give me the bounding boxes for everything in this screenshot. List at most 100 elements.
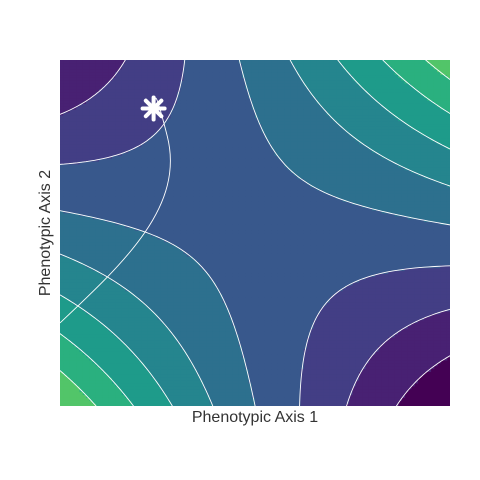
plot-area — [60, 60, 450, 406]
contour-band-cell — [73, 333, 77, 338]
contour-band-cell — [95, 394, 100, 398]
contour-band-cell — [99, 224, 103, 228]
contour-band-cell — [89, 158, 94, 162]
contour-band-cell — [121, 287, 126, 292]
contour-band-cell — [82, 261, 87, 266]
contour-band-cell — [66, 100, 71, 104]
contour-band-cell — [92, 385, 97, 390]
contour-band-cell — [63, 351, 68, 355]
contour-band-cell — [108, 313, 113, 318]
contour-band-cell — [95, 100, 100, 104]
contour-band-cell — [79, 290, 84, 295]
contour-band-cell — [121, 328, 126, 332]
contour-band-cell — [112, 97, 116, 101]
contour-band-cell — [99, 106, 103, 110]
contour-band-cell — [112, 207, 116, 211]
contour-band-cell — [118, 192, 123, 197]
contour-band-cell — [92, 132, 97, 136]
contour-band-cell — [121, 276, 126, 280]
contour-band-cell — [82, 276, 87, 280]
contour-band-cell — [89, 264, 94, 269]
contour-band-cell — [63, 319, 68, 323]
contour-band-cell — [99, 385, 103, 390]
contour-band-cell — [60, 123, 64, 127]
contour-band-cell — [112, 172, 116, 176]
contour-band-cell — [121, 158, 126, 162]
contour-band-cell — [79, 129, 84, 133]
contour-band-cell — [63, 282, 68, 286]
contour-band-cell — [99, 247, 103, 251]
contour-band-cell — [102, 189, 107, 194]
contour-band-cell — [79, 132, 84, 136]
contour-band-cell — [115, 403, 120, 406]
contour-band-cell — [95, 368, 100, 372]
contour-band-cell — [108, 77, 113, 81]
contour-band-cell — [63, 91, 68, 96]
contour-band-cell — [108, 299, 113, 303]
contour-band-cell — [76, 238, 81, 243]
contour-band-cell — [73, 356, 77, 361]
contour-band-cell — [92, 126, 97, 130]
contour-band-cell — [60, 339, 64, 344]
contour-band-cell — [92, 140, 97, 145]
contour-band-cell — [112, 391, 116, 396]
contour-band-cell — [105, 123, 110, 127]
contour-band-cell — [115, 284, 120, 289]
contour-band-cell — [102, 310, 107, 315]
contour-band-cell — [92, 359, 97, 364]
contour-band-cell — [108, 273, 113, 277]
contour-band-cell — [102, 80, 107, 84]
contour-band-cell — [82, 207, 87, 211]
contour-band-cell — [82, 380, 87, 384]
contour-band-cell — [79, 273, 84, 277]
contour-band-cell — [82, 166, 87, 171]
contour-band-cell — [79, 284, 84, 289]
contour-band-cell — [63, 230, 68, 234]
contour-band-cell — [92, 88, 97, 93]
contour-band-cell — [99, 215, 103, 220]
contour-band-cell — [118, 207, 123, 211]
contour-band-cell — [121, 77, 126, 81]
contour-band-cell — [112, 333, 116, 338]
contour-band-cell — [115, 83, 120, 87]
contour-band-cell — [69, 368, 74, 372]
contour-band-cell — [89, 100, 94, 104]
contour-band-cell — [115, 143, 120, 148]
contour-band-cell — [73, 134, 77, 139]
contour-band-cell — [121, 172, 126, 176]
contour-band-cell — [99, 276, 103, 280]
contour-band-cell — [82, 296, 87, 300]
contour-band-cell — [108, 230, 113, 234]
contour-band-cell — [66, 287, 71, 292]
contour-band-cell — [99, 345, 103, 349]
contour-band-cell — [82, 244, 87, 249]
contour-band-cell — [105, 368, 110, 372]
contour-band-cell — [108, 345, 113, 349]
contour-band-cell — [79, 331, 84, 335]
contour-band-cell — [105, 106, 110, 110]
contour-band-cell — [112, 106, 116, 110]
contour-band-cell — [69, 114, 74, 119]
contour-band-cell — [121, 284, 126, 289]
contour-band-cell — [118, 204, 123, 208]
contour-band-cell — [105, 342, 110, 347]
contour-band-cell — [105, 204, 110, 208]
contour-band-cell — [95, 149, 100, 153]
contour-band-cell — [79, 313, 84, 318]
contour-band-cell — [76, 348, 81, 352]
contour-band-cell — [102, 175, 107, 179]
contour-band-cell — [105, 365, 110, 370]
contour-band-cell — [92, 247, 97, 251]
contour-band-cell — [86, 91, 90, 96]
contour-band-cell — [69, 166, 74, 171]
contour-band-cell — [89, 400, 94, 404]
contour-band-cell — [63, 221, 68, 225]
contour-band-cell — [95, 345, 100, 349]
contour-band-cell — [73, 149, 77, 153]
contour-band-cell — [105, 336, 110, 341]
contour-band-cell — [73, 163, 77, 168]
contour-band-cell — [99, 172, 103, 176]
contour-band-cell — [76, 261, 81, 266]
contour-band-cell — [60, 374, 64, 378]
contour-band-cell — [95, 209, 100, 214]
